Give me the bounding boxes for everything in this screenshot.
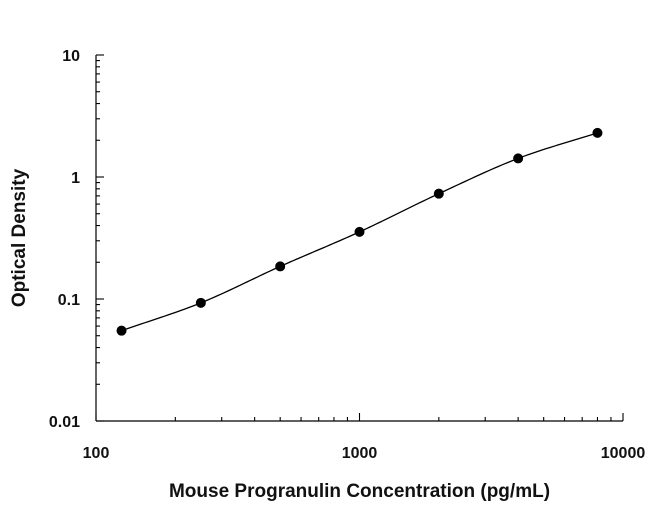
x-tick-label-1000: 1000 <box>342 445 378 462</box>
x-tick-label-10000: 10000 <box>601 445 646 462</box>
y-axis-ticks <box>96 54 104 422</box>
x-axis-title: Mouse Progranulin Concentration (pg/mL) <box>169 481 550 502</box>
data-point <box>354 226 365 237</box>
plot-area <box>95 54 624 422</box>
x-tick-label-100: 100 <box>83 445 110 462</box>
data-point <box>116 325 127 336</box>
data-points <box>116 127 603 336</box>
y-tick-labels: 10 1 0.1 0.01 <box>49 48 80 431</box>
data-point <box>433 188 444 199</box>
x-tick-labels: 100 1000 10000 <box>83 445 646 462</box>
x-axis-ticks <box>95 413 624 421</box>
y-tick-label-1: 1 <box>71 170 80 187</box>
y-tick-label-0.01: 0.01 <box>49 414 80 431</box>
data-point <box>513 153 524 164</box>
y-tick-label-0.1: 0.1 <box>58 292 80 309</box>
data-point <box>592 127 603 138</box>
y-axis-title: Optical Density <box>9 168 30 307</box>
y-tick-label-10: 10 <box>62 48 80 65</box>
data-point <box>275 261 286 272</box>
data-point <box>195 297 206 308</box>
